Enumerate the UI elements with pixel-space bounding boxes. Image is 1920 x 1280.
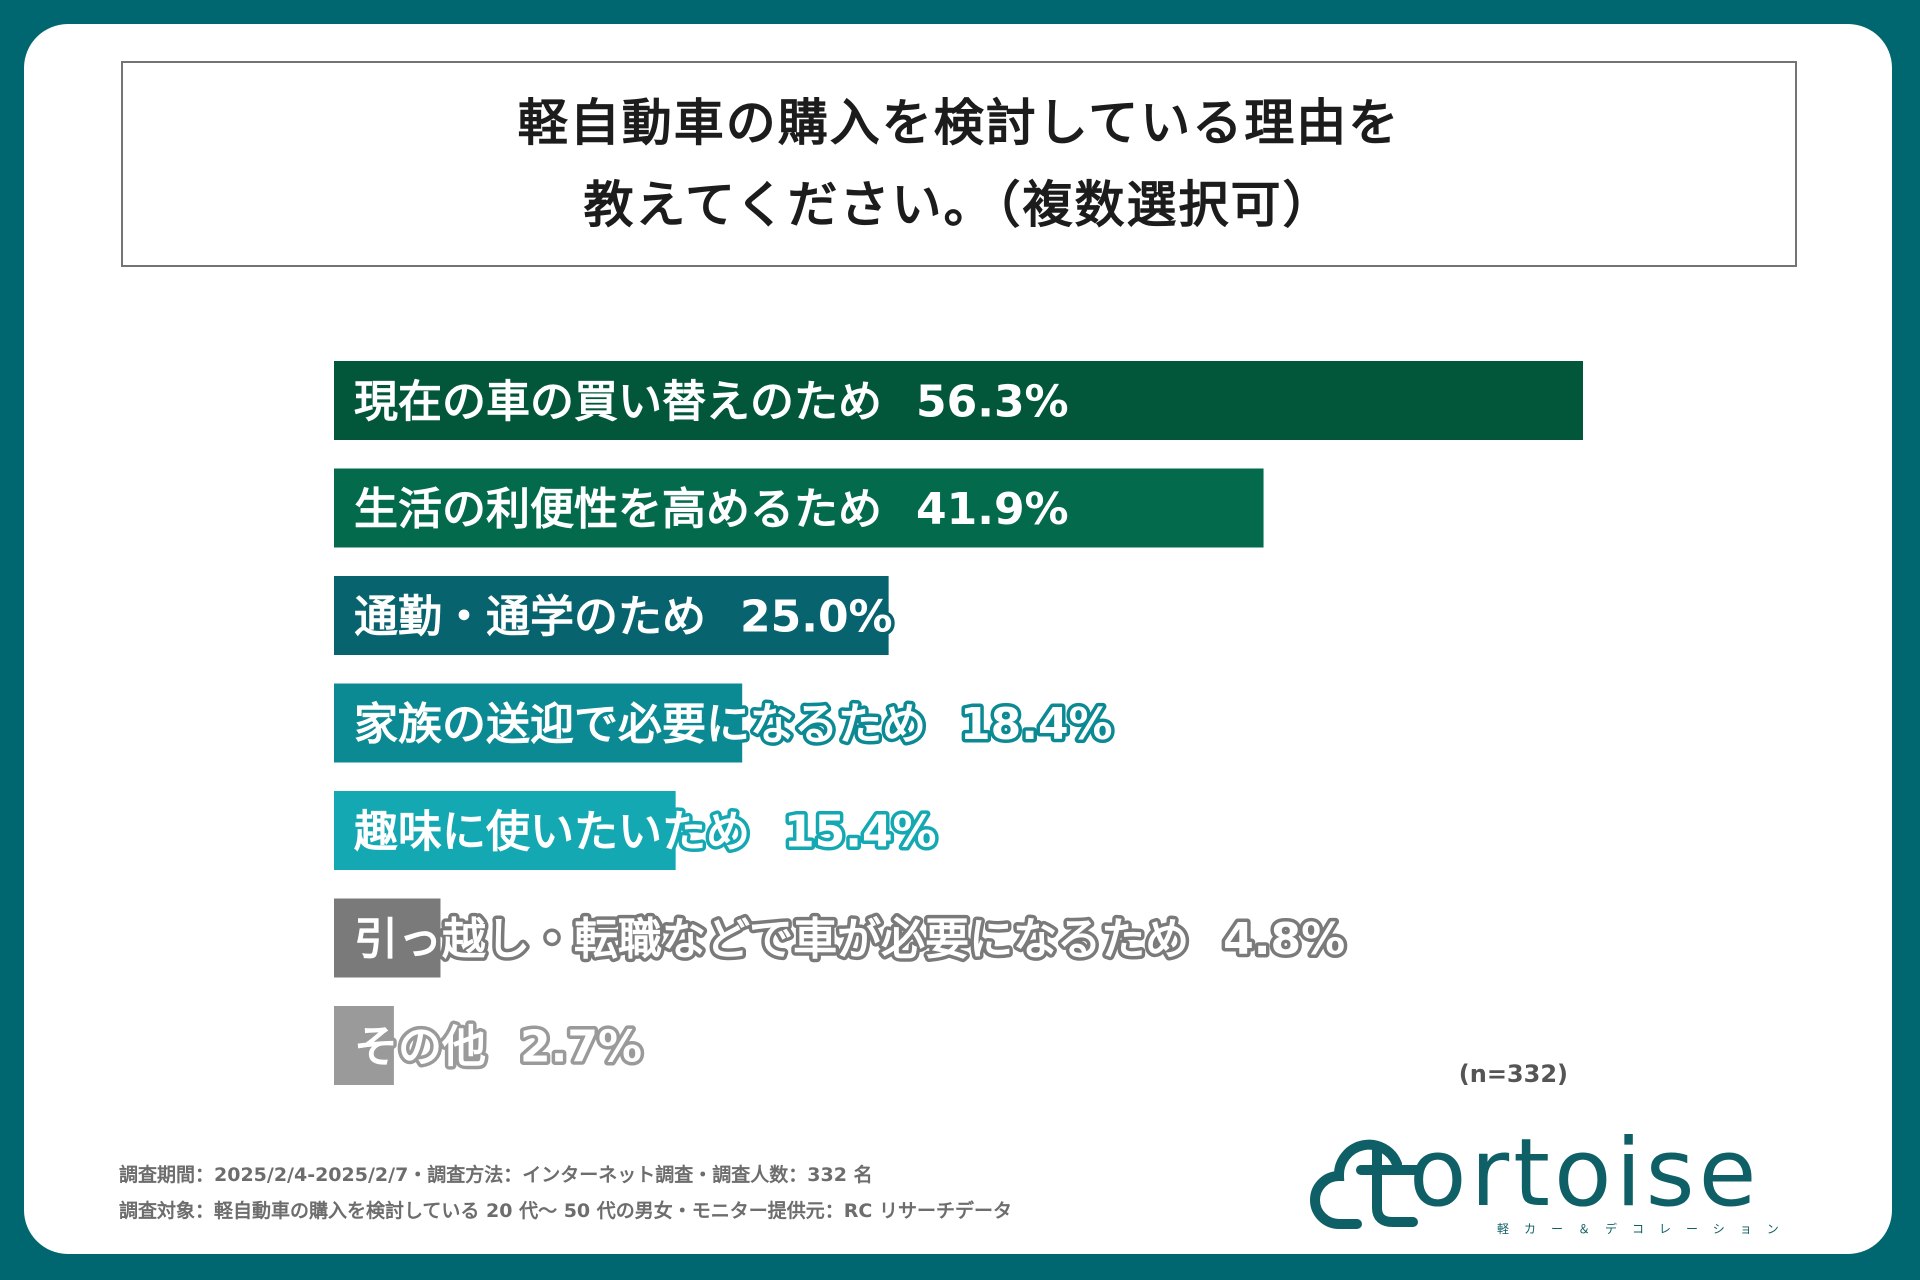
bar-value-label-3: 25.0% <box>740 592 893 643</box>
bar-6 <box>334 898 441 978</box>
bar-4 <box>334 683 743 763</box>
bar-label-5: 趣味に使いたいため 15.4% <box>354 807 937 858</box>
card: 軽自動車の購入を検討している理由を 教えてください。（複数選択可） 現在の車の買… <box>24 24 1892 1254</box>
bar-1 <box>334 361 1583 440</box>
bar-label-1: 現在の車の買い替えのため 56.3% <box>354 377 1069 428</box>
sample-size-note: (n=332) <box>1458 1060 1568 1088</box>
survey-target-footnote: 調査対象：軽自動車の購入を検討している 20 代～ 50 代の男女・モニター提供… <box>119 1200 1012 1222</box>
tortoise-logo: ortoise 軽カー＆デコレーション <box>1309 1124 1829 1244</box>
bar-category-label-2: 生活の利便性を高めるため <box>354 484 882 535</box>
bar-category-label-6: 引っ越し・転職などで車が必要になるため <box>354 914 1189 965</box>
bar-label-6: 引っ越し・転職などで車が必要になるため 4.8% <box>354 914 1345 965</box>
bar-value-label-6: 4.8% <box>1223 914 1345 965</box>
bar-5 <box>334 791 676 870</box>
bar-3 <box>334 576 889 655</box>
bar-value-label-1: 56.3% <box>916 377 1069 428</box>
chart-title-line-2: 教えてください。（複数選択可） <box>583 176 1335 234</box>
bar-category-label-4: 家族の送迎で必要になるため <box>354 699 926 750</box>
bar-label-2: 生活の利便性を高めるため 41.9% <box>354 484 1069 535</box>
bar-category-label-3: 通勤・通学のため <box>354 592 706 643</box>
bar-category-label-7: その他 <box>354 1022 486 1073</box>
bar-label-4: 家族の送迎で必要になるため 18.4% <box>354 699 1113 750</box>
bar-category-label-5: 趣味に使いたいため <box>354 807 750 858</box>
bar-value-label-5: 15.4% <box>784 807 937 858</box>
logo-cloud-icon <box>1310 1139 1422 1229</box>
bar-label-3: 通勤・通学のため 25.0% <box>354 592 893 643</box>
title-box: 軽自動車の購入を検討している理由を 教えてください。（複数選択可） <box>121 61 1797 267</box>
logo-subtitle: 軽カー＆デコレーション <box>1497 1222 1794 1236</box>
chart-title-line-1: 軽自動車の購入を検討している理由を <box>517 94 1401 152</box>
bar-chart: 現在の車の買い替えのため 56.3% 生活の利便性を高めるため 41.9% 通勤・通学の… <box>334 361 1583 1085</box>
bar-label-7: その他 2.7% <box>354 1022 642 1073</box>
bar-value-label-2: 41.9% <box>916 484 1069 535</box>
bar-value-label-4: 18.4% <box>960 699 1113 750</box>
survey-period-footnote: 調査期間：2025/2/4-2025/2/7・調査方法：インターネット調査・調査… <box>119 1164 873 1186</box>
bar-2 <box>334 468 1264 548</box>
logo-wordmark: ortoise <box>1409 1119 1761 1228</box>
bar-category-label-1: 現在の車の買い替えのため <box>354 377 882 428</box>
bar-7 <box>334 1006 394 1085</box>
bar-value-label-7: 2.7% <box>520 1022 642 1073</box>
